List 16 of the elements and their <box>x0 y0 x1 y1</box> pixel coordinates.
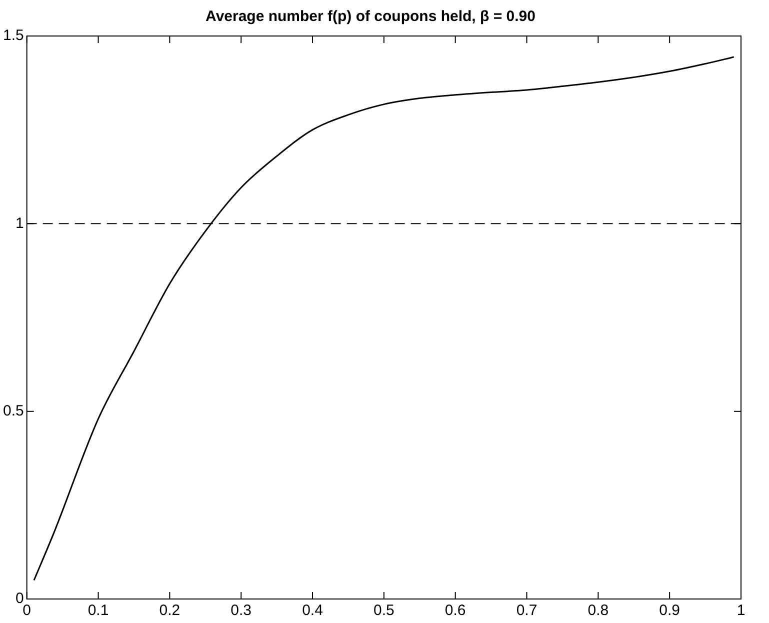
x-tick-label: 0.3 <box>230 602 252 620</box>
y-tick-label: 1 <box>16 214 24 232</box>
y-tick-label: 0.5 <box>2 402 24 420</box>
x-tick-label: 0.6 <box>444 602 466 620</box>
y-tick-label: 1.5 <box>2 27 24 44</box>
x-tick-label: 0.9 <box>659 602 680 620</box>
x-tick-label: 0.1 <box>88 602 109 620</box>
x-tick-label: 0.7 <box>516 602 538 620</box>
x-tick-label: 1 <box>736 602 746 620</box>
x-tick-label: 0.8 <box>588 602 609 620</box>
x-tick-label: 0.5 <box>373 602 394 620</box>
line-series <box>33 56 735 581</box>
x-tick-label: 0.2 <box>159 602 180 620</box>
x-tick-label: 0.4 <box>302 602 323 620</box>
chart-title: Average number f(p) of coupons held, β = 0.90 <box>206 8 536 26</box>
y-tick-label: 0 <box>16 590 24 608</box>
